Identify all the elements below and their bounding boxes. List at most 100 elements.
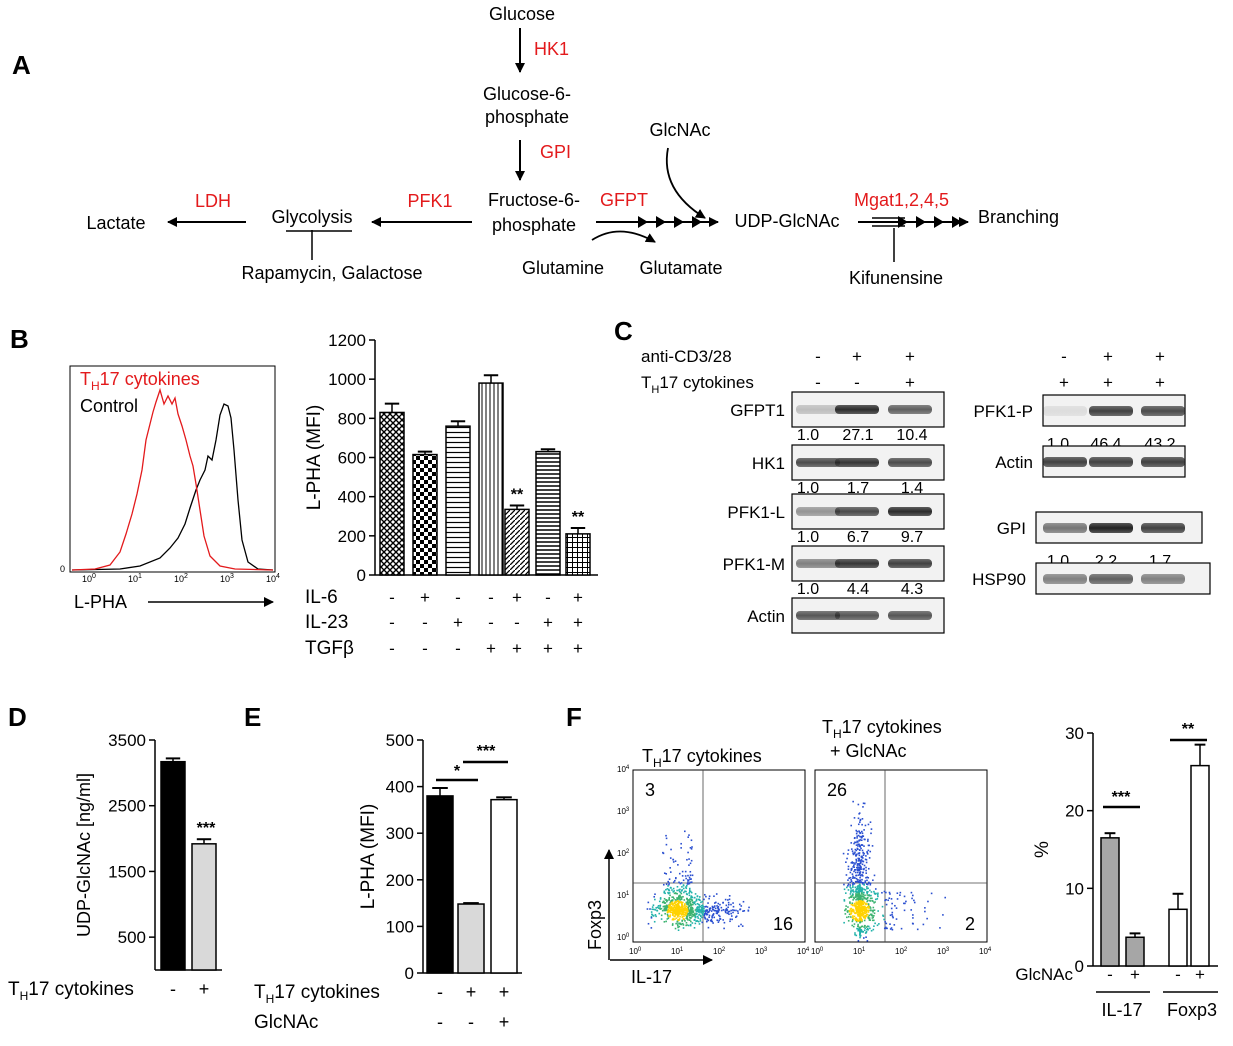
flow-dot [689, 870, 692, 873]
flow-dot [857, 860, 860, 862]
flow-dot [859, 927, 861, 929]
flow-dot [884, 927, 887, 930]
flow-dot [859, 868, 862, 870]
flow-dot [719, 915, 721, 918]
flow-dot [850, 848, 853, 850]
flow-dot [690, 839, 693, 842]
flow-dot [665, 905, 668, 908]
glycolysis-label: Glycolysis [271, 207, 352, 227]
flow-dot [867, 840, 869, 842]
c-band [796, 405, 840, 414]
e-sign: - [468, 1012, 474, 1032]
flow-dot [669, 911, 672, 914]
flow-dot [864, 925, 866, 927]
control-histogram [71, 403, 274, 571]
flow-dot [861, 899, 864, 901]
flow-dot [681, 875, 684, 877]
flow-dot [858, 885, 860, 888]
flow-dot [675, 904, 678, 906]
flow-dot [858, 859, 861, 861]
flow-dot [688, 890, 691, 893]
flow-dot [698, 896, 701, 898]
flow-dot [690, 911, 693, 914]
flow-dot [723, 921, 726, 924]
flow-dot [711, 920, 714, 923]
flow-dot [855, 869, 857, 871]
flow-dot [674, 915, 676, 917]
flow-dot [872, 906, 875, 909]
flow-dot [867, 887, 869, 890]
flow-dot [861, 836, 863, 839]
flow-dot [705, 905, 707, 908]
flow-dot [698, 906, 700, 908]
e-ytick-label: 0 [405, 964, 414, 983]
flow-dot [884, 899, 886, 902]
flow-dot [665, 900, 668, 903]
flow-dot [856, 927, 858, 930]
flow-dot [713, 909, 716, 912]
flow-dot [864, 838, 866, 841]
flow-dot [849, 884, 852, 886]
b-row-sign: - [389, 639, 395, 658]
flow-dot [684, 890, 686, 893]
flow-dot [669, 886, 672, 889]
flow-dot [729, 918, 732, 921]
flow-dot [693, 896, 696, 899]
flow-dot [679, 912, 682, 915]
f-ytick-label: 30 [1065, 724, 1084, 743]
flow-dot [667, 892, 670, 895]
flow-dot [686, 911, 688, 914]
flow-dot [665, 834, 667, 837]
flow-dot [726, 909, 728, 912]
flow-dot [695, 908, 698, 911]
c-sign: + [1059, 373, 1069, 392]
flow-dot [678, 889, 680, 891]
flow-dot [684, 908, 686, 910]
e-sign: - [437, 982, 443, 1002]
flow-dot [852, 883, 854, 885]
flow-dot [680, 896, 683, 898]
flow-dot [683, 910, 685, 913]
flow-dot [855, 891, 858, 893]
c-quant: 1.0 [797, 529, 819, 546]
flow-dot [864, 927, 866, 930]
c-blot-name: HSP90 [972, 570, 1026, 589]
flow-dot [682, 912, 684, 915]
flow-dot [660, 914, 663, 917]
flow-dot [905, 900, 907, 903]
flow-dot [681, 922, 684, 925]
flow-dot [865, 914, 868, 916]
flow-dot [856, 886, 859, 888]
flow-dot [886, 927, 888, 930]
flow-dot [681, 901, 684, 904]
flow-dot [903, 909, 906, 912]
flow-dot [867, 925, 870, 928]
flow-dot [667, 880, 669, 883]
flow-dot [669, 871, 672, 873]
flow-dot [720, 906, 723, 909]
flow-dot [857, 925, 859, 928]
flow-dot [865, 909, 868, 912]
flow-dot [865, 861, 868, 864]
flow-dot [730, 915, 733, 917]
flow-dot [863, 845, 865, 847]
flow-dot [672, 887, 675, 890]
flow-dot [857, 863, 860, 865]
flow-dot [659, 898, 662, 900]
b-row-sign: - [488, 588, 494, 607]
flow-dot [680, 909, 683, 912]
e-ytick-label: 400 [386, 778, 414, 797]
flow-dot [685, 921, 688, 924]
flow-dot [717, 921, 720, 923]
flow-dot [944, 896, 947, 899]
flow-dot [873, 914, 875, 917]
flow-dot [861, 860, 863, 862]
flow-dot [859, 818, 862, 821]
flow-dot [685, 912, 688, 915]
flow-dot [728, 898, 731, 901]
flow-dot [863, 802, 866, 805]
flow-dot [866, 879, 868, 882]
flow-dot [922, 923, 925, 926]
flow-dot [695, 899, 698, 902]
flow-dot [869, 906, 871, 908]
